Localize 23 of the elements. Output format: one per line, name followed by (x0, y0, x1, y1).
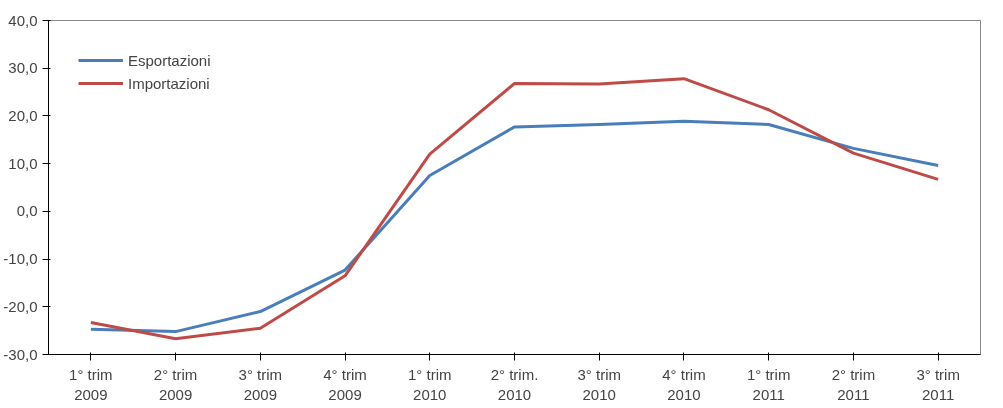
y-tick-label: 30,0 (8, 59, 38, 77)
x-tick-label: 3° trim 2010 (577, 365, 621, 403)
legend-label: Importazioni (128, 74, 210, 92)
y-tick-label: -30,0 (3, 345, 38, 363)
y-tick-label: 10,0 (8, 154, 38, 172)
x-tick-label: 2° trim 2009 (153, 365, 198, 403)
x-tick-label: 2° trim 2011 (831, 365, 876, 403)
x-tick-label: 1° trim 2009 (69, 365, 113, 403)
x-tick-label: 3° trim 2009 (238, 365, 283, 403)
x-tick-label: 4° trim 2010 (662, 365, 706, 403)
y-tick-label: -20,0 (3, 297, 38, 315)
y-tick-label: -10,0 (3, 250, 38, 268)
x-tick-label: 1° trim 2011 (746, 365, 791, 403)
x-tick-label: 2° trim. 2010 (490, 365, 539, 403)
line-series (89, 77, 940, 341)
y-tick-label: 40,0 (8, 11, 38, 29)
x-tick-label: 1° trim 2010 (408, 365, 452, 403)
y-tick-label: 0,0 (16, 202, 38, 220)
x-tick-label: 3° trim 2011 (916, 365, 960, 403)
line-series (89, 119, 940, 334)
y-tick-label: 20,0 (8, 106, 38, 124)
legend-label: Esportazioni (128, 51, 211, 69)
x-tick-label: 4° trim 2009 (323, 365, 367, 403)
